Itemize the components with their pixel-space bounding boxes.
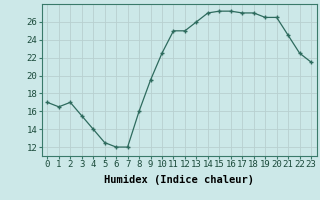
X-axis label: Humidex (Indice chaleur): Humidex (Indice chaleur) (104, 175, 254, 185)
